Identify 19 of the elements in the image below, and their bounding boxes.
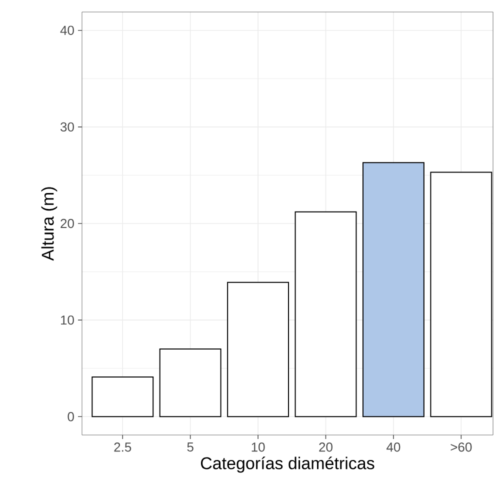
y-tick-label: 0 [68, 412, 74, 422]
x-tick-label: 10 [252, 442, 265, 452]
x-tick-label: 5 [187, 442, 194, 452]
x-tick-label: 2.5 [114, 442, 132, 452]
bar [294, 211, 357, 418]
bar [362, 162, 424, 418]
bar [430, 172, 492, 418]
bar [159, 348, 222, 418]
y-axis-title: Altura (m) [41, 187, 58, 261]
x-tick-label: >60 [450, 442, 472, 452]
y-tick-label: 10 [60, 315, 74, 325]
x-tick-label: 20 [319, 442, 332, 452]
bar [92, 376, 154, 418]
x-tick-label: 40 [386, 442, 400, 452]
x-axis-title: Categorías diamétricas [200, 456, 374, 473]
y-tick-label: 20 [60, 218, 74, 228]
y-tick-label: 30 [60, 122, 74, 132]
y-tick-label: 40 [60, 26, 74, 35]
bar [227, 282, 290, 418]
